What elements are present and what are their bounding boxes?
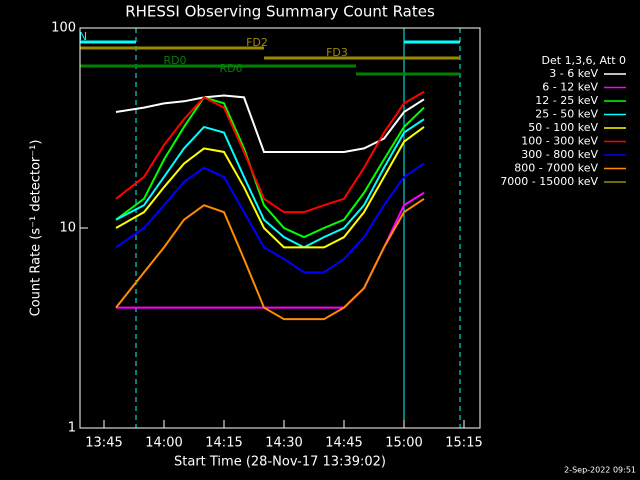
legend-label: 800 - 7000 keV bbox=[514, 162, 598, 175]
y-axis-label: Count Rate (s⁻¹ detector⁻¹) bbox=[29, 140, 44, 317]
series-line bbox=[115, 197, 425, 321]
legend-label: 25 - 50 keV bbox=[535, 108, 598, 121]
x-tick-label: 15:15 bbox=[445, 436, 482, 451]
series-line bbox=[115, 126, 425, 249]
y-tick-label: 1 bbox=[68, 421, 76, 436]
legend-label: 7000 - 15000 keV bbox=[500, 175, 598, 188]
series-line bbox=[115, 162, 425, 274]
x-tick-label: 14:30 bbox=[265, 436, 302, 451]
plot-frame bbox=[79, 27, 481, 429]
x-tick-label: 14:15 bbox=[205, 436, 242, 451]
y-tick-label: 100 bbox=[51, 21, 76, 36]
chart-title: RHESSI Observing Summary Count Rates bbox=[125, 3, 435, 21]
series-line bbox=[115, 96, 425, 239]
x-tick-label: 14:00 bbox=[145, 436, 182, 451]
footer: 2-Sep-2022 09:51 bbox=[564, 466, 636, 475]
legend-title: Det 1,3,6, Att 0 bbox=[542, 54, 626, 67]
flag-label: FD3 bbox=[326, 46, 348, 59]
series-line bbox=[115, 90, 425, 214]
legend-label: 100 - 300 keV bbox=[521, 135, 598, 148]
x-axis-label: Start Time (28-Nov-17 13:39:02) bbox=[174, 455, 386, 470]
flag-label: RD0 bbox=[163, 54, 186, 67]
flag-label: RD6 bbox=[219, 62, 242, 75]
legend-label: 6 - 12 keV bbox=[542, 81, 598, 94]
series-line bbox=[115, 118, 425, 249]
legend-label: 300 - 800 keV bbox=[521, 148, 598, 161]
flag-label: FD2 bbox=[246, 36, 268, 49]
x-tick-label: 13:45 bbox=[85, 436, 122, 451]
legend-label: 12 - 25 keV bbox=[535, 94, 598, 107]
flag-label: N bbox=[79, 30, 87, 43]
x-tick-label: 15:00 bbox=[385, 436, 422, 451]
legend-label: 3 - 6 keV bbox=[549, 67, 598, 80]
x-tick-label: 14:45 bbox=[325, 436, 362, 451]
y-tick-label: 10 bbox=[59, 221, 76, 236]
series-line bbox=[115, 94, 425, 153]
legend-label: 50 - 100 keV bbox=[528, 121, 598, 134]
